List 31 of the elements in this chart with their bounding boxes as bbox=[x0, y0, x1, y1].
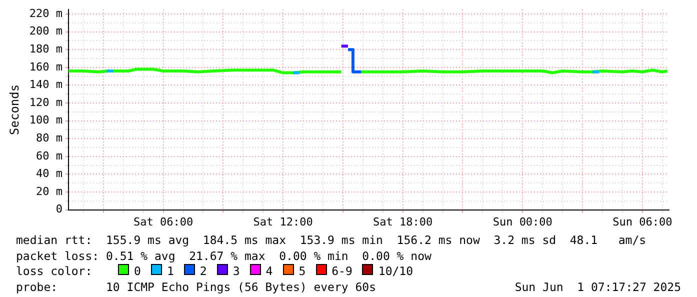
y-tick-label: 0 bbox=[56, 202, 63, 216]
legend-label: 6-9 bbox=[332, 264, 352, 280]
y-tick-label: 200 m bbox=[29, 24, 63, 38]
y-tick-label: 180 m bbox=[29, 42, 63, 56]
legend-label: 0 bbox=[134, 264, 141, 280]
y-tick-label: 120 m bbox=[29, 96, 63, 109]
legend-label: 1 bbox=[166, 264, 174, 280]
x-tick-label: Sat 12:00 bbox=[253, 215, 313, 228]
y-tick-label: 80 m bbox=[36, 131, 63, 144]
y-tick-label: 100 m bbox=[29, 114, 63, 127]
legend-label: 5 bbox=[298, 264, 306, 280]
x-tick-label: Sun 06:00 bbox=[612, 215, 672, 228]
y-tick-label: 140 m bbox=[29, 78, 63, 92]
x-tick-label: Sat 18:00 bbox=[373, 215, 433, 228]
x-tick-label: Sat 06:00 bbox=[134, 215, 194, 228]
x-tick-label: Sun 00:00 bbox=[492, 215, 552, 228]
text: packet loss: 0.51 % avg 21.67 % max 0.00 % min 0.00 % now bbox=[16, 248, 432, 264]
legend-label: 2 bbox=[200, 264, 207, 280]
y-tick-label: 160 m bbox=[29, 60, 63, 74]
y-tick-label: 220 m bbox=[29, 6, 63, 20]
y-tick-label: 40 m bbox=[36, 167, 63, 180]
legend-label: 3 bbox=[232, 264, 240, 280]
legend-label: 10/10 bbox=[378, 264, 414, 280]
y-tick-label: 20 m bbox=[36, 184, 63, 198]
text: median rtt: 155.9 ms avg 184.5 ms max 153.9 ms min 156.2 ms now 3.2 ms sd 48.1 am/s bbox=[16, 233, 646, 248]
text: probe: 10 ICMP Echo Pings (56 Bytes) every 60s bbox=[16, 280, 376, 295]
text: Sun Jun 1 07:17:27 2025 bbox=[514, 280, 681, 295]
legend-label: 4 bbox=[266, 264, 273, 280]
y-axis-title: Seconds bbox=[7, 84, 22, 135]
legend-title: loss color: bbox=[16, 264, 94, 280]
y-tick-label: 60 m bbox=[36, 149, 63, 162]
